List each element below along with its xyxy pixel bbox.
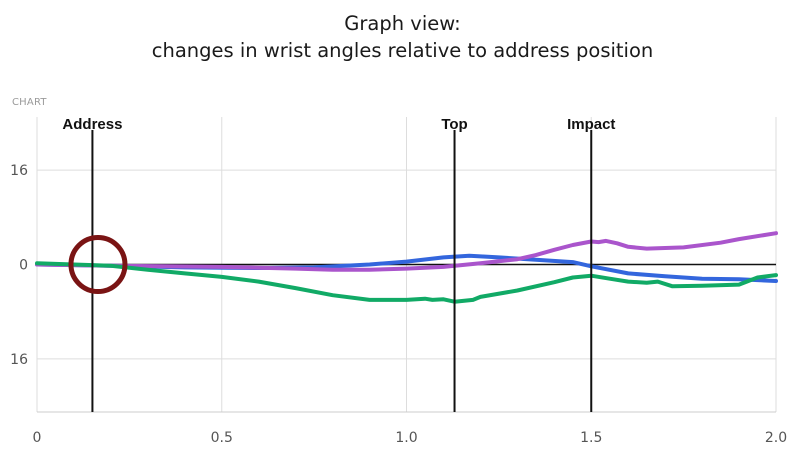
chart-title: Graph view: changes in wrist angles rela… xyxy=(0,10,805,64)
y-tick-label: 0 xyxy=(19,258,28,274)
y-tick-label: 16 xyxy=(10,163,28,179)
x-tick-label: 1.5 xyxy=(580,430,602,446)
series-line-1 xyxy=(35,231,778,272)
series-line-2 xyxy=(35,261,778,304)
x-tick-label: 2.0 xyxy=(765,430,787,446)
x-tick-label: 0 xyxy=(33,430,42,446)
chart-title-line1: Graph view: xyxy=(344,12,461,35)
x-tick-label: 0.5 xyxy=(211,430,233,446)
marker-label-impact: Impact xyxy=(567,116,615,133)
marker-label-address: Address xyxy=(62,116,122,133)
y-tick-label: 16 xyxy=(10,352,28,368)
address-highlight-circle xyxy=(68,235,128,294)
x-tick-label: 1.0 xyxy=(395,430,417,446)
chart-badge: CHART xyxy=(12,97,47,108)
chart-title-line2: changes in wrist angles relative to addr… xyxy=(151,39,654,62)
marker-label-top: Top xyxy=(441,116,467,133)
